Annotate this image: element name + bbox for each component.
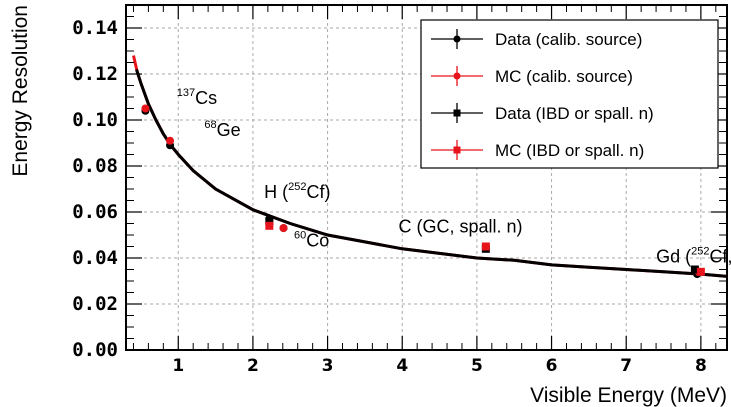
annotation-text: Gd ( bbox=[656, 247, 691, 267]
x-axis-title: Visible Energy (MeV) bbox=[530, 384, 727, 407]
legend-label: Data (calib. source) bbox=[495, 30, 642, 49]
y-tick-label: 0.10 bbox=[72, 109, 118, 131]
annotation-text: H ( bbox=[264, 182, 288, 202]
annotation-superscript: 60 bbox=[294, 230, 306, 242]
series-2-point bbox=[166, 136, 175, 145]
legend-label: MC (IBD or spall. n) bbox=[495, 141, 644, 160]
legend: Data (calib. source) MC (calib. source) Da… bbox=[420, 19, 719, 169]
legend-marker bbox=[453, 109, 461, 117]
annotation-label: 60Co bbox=[294, 230, 329, 251]
annotation-label: 137Cs bbox=[177, 87, 217, 108]
y-axis-title: Energy Resolution bbox=[9, 5, 32, 177]
annotation-text: Cf, ν̅) bbox=[709, 247, 731, 267]
x-tick-label: 4 bbox=[396, 356, 408, 376]
data-fit-curve bbox=[135, 68, 728, 278]
annotation-text: Cf) bbox=[306, 182, 330, 202]
annotation-text: Ge bbox=[217, 120, 241, 140]
series-2-point bbox=[141, 104, 150, 113]
legend-label: Data (IBD or spall. n) bbox=[495, 104, 654, 123]
legend-marker bbox=[453, 146, 461, 154]
annotation-label: H (252Cf) bbox=[264, 181, 330, 202]
series-4-point bbox=[265, 221, 274, 230]
x-tick-label: 3 bbox=[322, 356, 334, 376]
legend-marker bbox=[453, 72, 461, 80]
series-3-point bbox=[265, 217, 274, 226]
annotation-text: Co bbox=[306, 231, 329, 251]
y-tick-label: 0.04 bbox=[72, 247, 118, 269]
y-tick-label: 0.08 bbox=[72, 155, 118, 177]
y-tick-label: 0.00 bbox=[72, 339, 118, 361]
series-2-point bbox=[279, 224, 288, 233]
series-3-point bbox=[690, 265, 699, 274]
x-tick-label: 5 bbox=[471, 356, 483, 376]
legend-marker bbox=[453, 35, 461, 43]
annotation-superscript: 68 bbox=[204, 119, 216, 131]
annotation-label: 68Ge bbox=[204, 119, 240, 140]
y-tick-label: 0.14 bbox=[72, 17, 118, 39]
y-tick-label: 0.12 bbox=[72, 63, 118, 85]
legend-box bbox=[420, 19, 719, 169]
series-4-point bbox=[481, 242, 490, 251]
annotation-label: C (GC, spall. n) bbox=[399, 217, 523, 237]
x-tick-label: 1 bbox=[172, 356, 184, 376]
fit-curves bbox=[132, 55, 728, 278]
annotation-text: Cs bbox=[195, 88, 217, 108]
axis-ticks: 0.00 0.02 0.04 0.06 0.08 0.10 0.12 0.14 1 2 3 4 5 6 7 8 bbox=[72, 5, 727, 376]
annotation-label: Gd (252Cf, ν̅) bbox=[656, 246, 731, 267]
legend-label: MC (calib. source) bbox=[495, 67, 633, 86]
y-tick-label: 0.02 bbox=[72, 293, 118, 315]
x-tick-label: 8 bbox=[695, 356, 707, 376]
x-tick-label: 2 bbox=[247, 356, 259, 376]
series-4-point bbox=[696, 267, 705, 276]
x-tick-label: 6 bbox=[546, 356, 558, 376]
y-tick-label: 0.06 bbox=[72, 201, 118, 223]
data-markers bbox=[141, 104, 705, 279]
annotation-superscript: 252 bbox=[691, 246, 709, 258]
annotation-superscript: 252 bbox=[288, 181, 306, 193]
annotation-text: C (GC, spall. n) bbox=[399, 217, 523, 237]
annotation-superscript: 137 bbox=[177, 87, 195, 99]
x-tick-label: 7 bbox=[620, 356, 632, 376]
